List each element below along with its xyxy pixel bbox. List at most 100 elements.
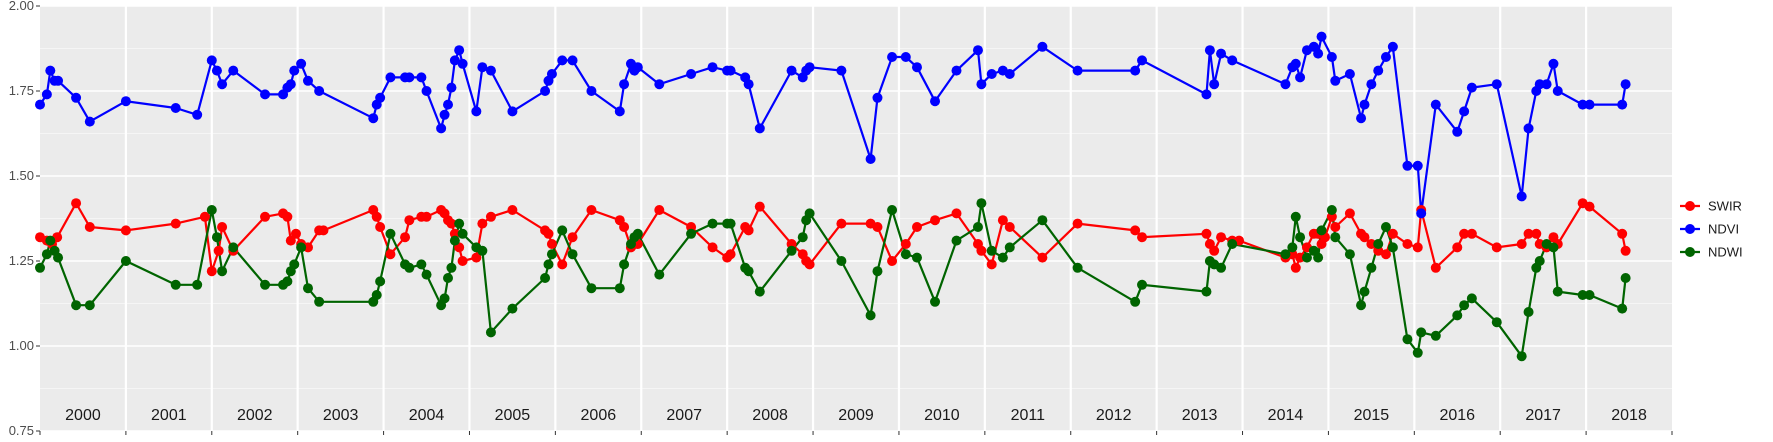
data-point-swir [485, 211, 496, 222]
data-point-ndvi [368, 113, 379, 124]
data-point-ndvi [1523, 123, 1534, 134]
data-point-ndwi [619, 259, 630, 270]
data-point-swir [507, 205, 518, 215]
data-point-swir [546, 239, 557, 249]
data-point-ndvi [786, 65, 797, 76]
data-point-ndvi [443, 99, 453, 110]
data-point-swir [302, 242, 313, 253]
data-point-ndvi [686, 69, 697, 79]
data-point-ndwi [217, 266, 228, 277]
data-point-swir [1201, 228, 1212, 239]
data-point-swir [170, 218, 181, 229]
data-point-ndvi [471, 106, 482, 117]
series-points [35, 31, 1631, 362]
data-point-ndwi [1072, 262, 1083, 273]
data-point-ndvi [84, 116, 95, 127]
data-point-ndwi [743, 266, 754, 277]
data-point-ndvi [911, 62, 922, 73]
data-point-ndwi [1452, 310, 1463, 321]
data-point-swir [477, 218, 488, 229]
data-point-ndvi [404, 72, 415, 83]
data-point-ndwi [1227, 239, 1238, 249]
data-point-ndwi [1430, 330, 1441, 341]
data-point-swir [1466, 228, 1477, 239]
data-point-swir [1137, 232, 1148, 243]
data-point-swir [457, 256, 468, 266]
data-point-ndvi [485, 65, 496, 76]
data-point-ndvi [887, 52, 898, 62]
year-label: 2010 [924, 407, 960, 424]
data-point-ndwi [1326, 205, 1337, 215]
data-point-swir [1459, 228, 1470, 239]
data-point-ndvi [1516, 191, 1527, 202]
data-point-ndvi [865, 154, 876, 164]
data-point-ndvi [986, 69, 997, 79]
year-label: 2000 [65, 407, 101, 424]
data-point-swir [199, 211, 210, 222]
y-tick-label: 1.50 [9, 168, 34, 183]
data-point-swir [1380, 249, 1391, 260]
data-point-ndvi [754, 123, 765, 134]
x-axis [39, 431, 1673, 435]
data-point-swir [887, 256, 898, 266]
data-point-ndwi [282, 276, 293, 287]
data-point-swir [282, 211, 293, 222]
data-point-ndvi [1416, 208, 1427, 219]
data-point-ndwi [930, 296, 941, 307]
data-point-ndvi [1412, 160, 1423, 171]
data-point-ndvi [743, 79, 754, 90]
data-point-ndwi [1577, 290, 1588, 300]
data-point-swir [1617, 228, 1628, 239]
data-point-swir [986, 259, 997, 270]
data-point-ndvi [454, 45, 465, 56]
data-point-ndvi [836, 65, 847, 76]
data-point-ndwi [35, 262, 45, 273]
data-point-swir [1130, 225, 1141, 236]
data-point-ndvi [436, 123, 447, 134]
data-point-ndvi [1037, 41, 1048, 52]
data-point-swir [951, 208, 962, 219]
data-point-ndwi [446, 262, 457, 273]
data-point-ndvi [416, 72, 427, 83]
data-point-ndvi [1295, 72, 1306, 83]
year-label: 2006 [581, 407, 617, 424]
data-point-ndvi [1344, 69, 1355, 79]
data-point-ndvi [507, 106, 518, 117]
grid-minor [40, 48, 1672, 389]
data-point-swir [120, 225, 131, 236]
data-point-ndwi [546, 249, 557, 260]
data-point-ndwi [1366, 262, 1377, 273]
data-point-ndwi [1617, 303, 1628, 314]
data-point-swir [619, 222, 630, 232]
data-point-ndvi [120, 96, 131, 107]
data-point-swir [1290, 262, 1301, 273]
data-point-swir [1516, 239, 1527, 249]
data-point-ndvi [1130, 65, 1141, 76]
data-point-ndwi [1584, 290, 1595, 300]
data-point-ndvi [296, 58, 307, 69]
data-point-ndwi [540, 273, 551, 283]
data-point-ndwi [170, 279, 181, 290]
data-point-ndwi [457, 228, 468, 239]
data-point-swir [206, 266, 217, 277]
data-point-ndwi [206, 205, 217, 215]
data-point-swir [804, 259, 815, 270]
data-point-swir [290, 228, 301, 239]
data-point-swir [1412, 242, 1423, 253]
data-point-ndwi [754, 286, 765, 297]
data-point-ndwi [375, 276, 386, 287]
data-point-swir [1366, 239, 1377, 249]
data-point-swir [1359, 232, 1370, 243]
data-point-swir [1216, 232, 1227, 243]
data-point-swir [1491, 242, 1502, 253]
data-point-swir [557, 259, 568, 270]
data-point-swir [836, 218, 847, 229]
data-point-ndvi [619, 79, 630, 90]
data-point-ndvi [872, 92, 883, 103]
year-label: 2001 [151, 407, 187, 424]
data-point-ndvi [654, 79, 665, 90]
data-point-ndvi [972, 45, 983, 56]
data-point-ndwi [865, 310, 876, 321]
year-label: 2012 [1096, 407, 1132, 424]
data-point-ndvi [557, 55, 568, 66]
